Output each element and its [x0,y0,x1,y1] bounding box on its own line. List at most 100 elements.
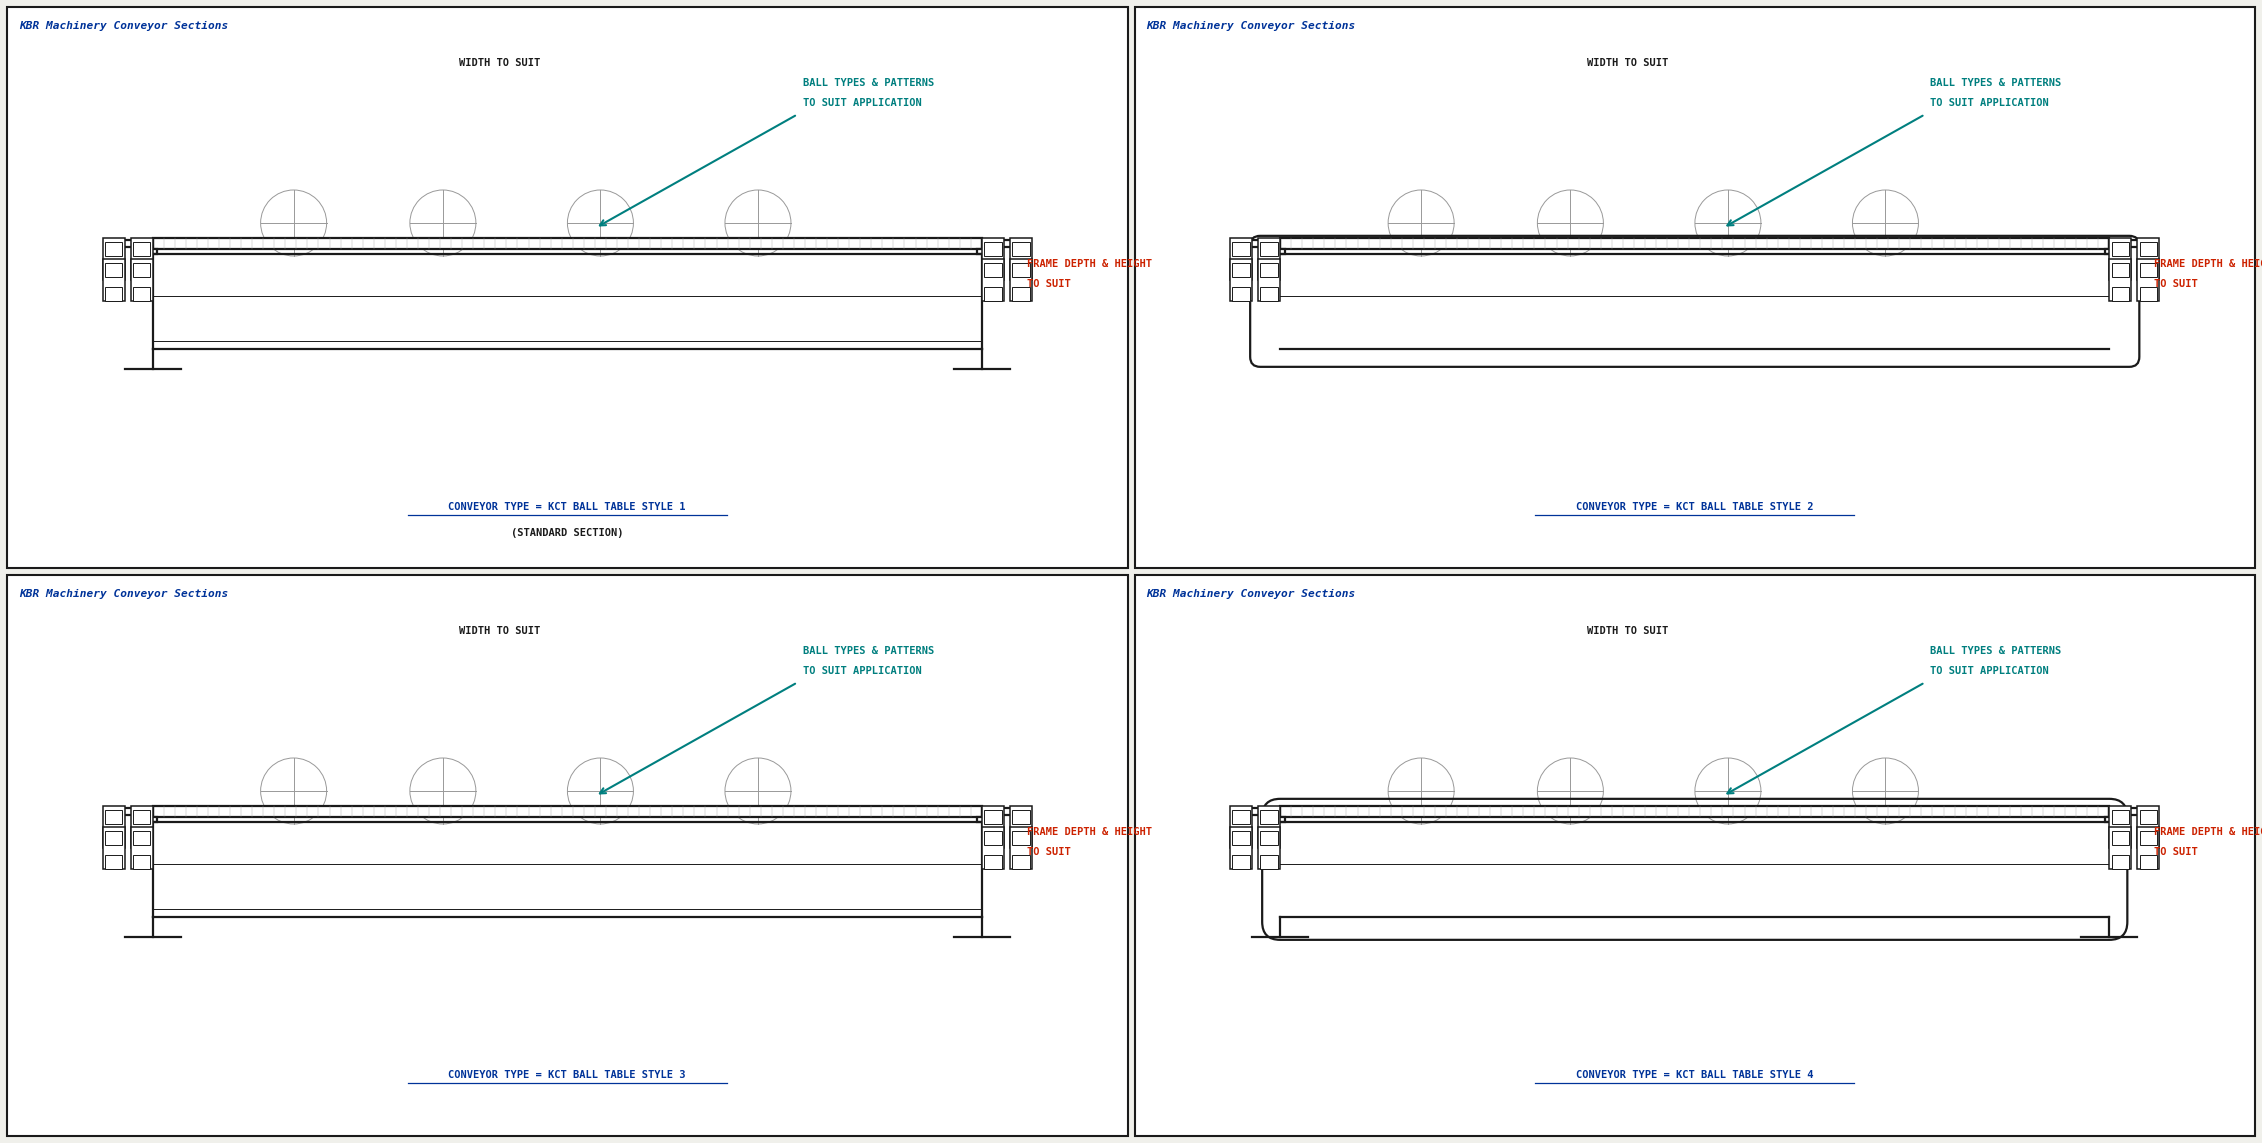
Bar [1280,806,2110,817]
Bar [2110,242,2129,256]
Bar [133,855,152,869]
Bar [131,806,152,848]
Text: WIDTH TO SUIT: WIDTH TO SUIT [1588,626,1667,637]
Text: KBR Machinery Conveyor Sections: KBR Machinery Conveyor Sections [1147,589,1355,599]
Bar [977,817,986,822]
Text: CONVEYOR TYPE = KCT BALL TABLE STYLE 1: CONVEYOR TYPE = KCT BALL TABLE STYLE 1 [448,502,685,512]
Bar [2110,258,2131,301]
Text: CONVEYOR TYPE = KCT BALL TABLE STYLE 4: CONVEYOR TYPE = KCT BALL TABLE STYLE 4 [1577,1070,1814,1080]
Bar [1242,240,1280,247]
Bar [1242,808,1280,815]
Bar [1260,810,1278,824]
Bar [133,831,152,845]
Bar [2138,238,2160,280]
Text: FRAME DEPTH & HEIGHT: FRAME DEPTH & HEIGHT [2153,258,2262,269]
Bar [133,263,152,277]
Bar [2106,817,2113,822]
Bar [2138,258,2160,301]
Bar [2110,834,2129,848]
Bar [1260,855,1278,869]
Bar [977,249,986,254]
Bar [1011,855,1029,869]
Bar [2140,831,2158,845]
Bar [152,238,982,249]
Text: TO SUIT APPLICATION: TO SUIT APPLICATION [803,98,921,109]
Bar [984,266,1002,280]
Text: BALL TYPES & PATTERNS: BALL TYPES & PATTERNS [803,646,934,656]
Bar [2140,855,2158,869]
Bar [2140,287,2158,301]
Bar [984,831,1002,845]
Text: KBR Machinery Conveyor Sections: KBR Machinery Conveyor Sections [18,589,228,599]
Bar [1009,806,1031,848]
Bar [982,826,1004,869]
Bar [2110,287,2129,301]
Bar [115,240,152,247]
Bar [1011,834,1029,848]
Bar [104,242,122,256]
Bar [1136,575,2255,1136]
Text: WIDTH TO SUIT: WIDTH TO SUIT [459,58,541,69]
Text: TO SUIT APPLICATION: TO SUIT APPLICATION [1929,666,2049,677]
Text: FRAME DEPTH & HEIGHT: FRAME DEPTH & HEIGHT [2153,826,2262,837]
Bar [1260,287,1278,301]
Bar [984,263,1002,277]
Text: BALL TYPES & PATTERNS: BALL TYPES & PATTERNS [1929,79,2061,88]
Bar [1231,258,1253,301]
Bar [149,817,156,822]
Bar [1233,266,1251,280]
Bar [131,826,152,869]
Bar [2140,834,2158,848]
Bar [7,7,1126,568]
Bar [131,258,152,301]
Bar [104,263,122,277]
Bar [131,238,152,280]
Bar [2110,263,2129,277]
Bar [2140,242,2158,256]
Bar [1258,238,1280,280]
Text: WIDTH TO SUIT: WIDTH TO SUIT [459,626,541,637]
Bar [2110,810,2129,824]
Bar [7,575,1126,1136]
Bar [1011,831,1029,845]
Bar [115,808,152,815]
Bar [1011,242,1029,256]
Bar [1011,810,1029,824]
Bar [982,808,1020,815]
Bar [133,287,152,301]
Bar [1276,817,1285,822]
Bar [984,834,1002,848]
Text: KBR Machinery Conveyor Sections: KBR Machinery Conveyor Sections [1147,21,1355,31]
Text: BALL TYPES & PATTERNS: BALL TYPES & PATTERNS [1929,646,2061,656]
Bar [1260,266,1278,280]
Bar [2110,831,2129,845]
Bar [2140,263,2158,277]
Text: TO SUIT: TO SUIT [1027,279,1070,289]
Bar [1276,249,1285,254]
Bar [1011,263,1029,277]
Bar [1260,263,1278,277]
Bar [982,806,1004,848]
Bar [1260,834,1278,848]
Bar [1233,242,1251,256]
Bar [984,855,1002,869]
Bar [2110,808,2147,815]
Bar [1009,258,1031,301]
Bar [982,238,1004,280]
Bar [984,287,1002,301]
Bar [1233,831,1251,845]
Bar [133,834,152,848]
Text: CONVEYOR TYPE = KCT BALL TABLE STYLE 3: CONVEYOR TYPE = KCT BALL TABLE STYLE 3 [448,1070,685,1080]
Text: TO SUIT: TO SUIT [2153,847,2199,857]
Bar [1258,806,1280,848]
Text: BALL TYPES & PATTERNS: BALL TYPES & PATTERNS [803,79,934,88]
Bar [1233,855,1251,869]
Bar [982,240,1020,247]
Bar [1011,266,1029,280]
Bar [984,242,1002,256]
Bar [2140,810,2158,824]
Bar [102,806,124,848]
Text: CONVEYOR TYPE = KCT BALL TABLE STYLE 2: CONVEYOR TYPE = KCT BALL TABLE STYLE 2 [1577,502,1814,512]
Bar [1280,238,2110,249]
Text: TO SUIT: TO SUIT [2153,279,2199,289]
